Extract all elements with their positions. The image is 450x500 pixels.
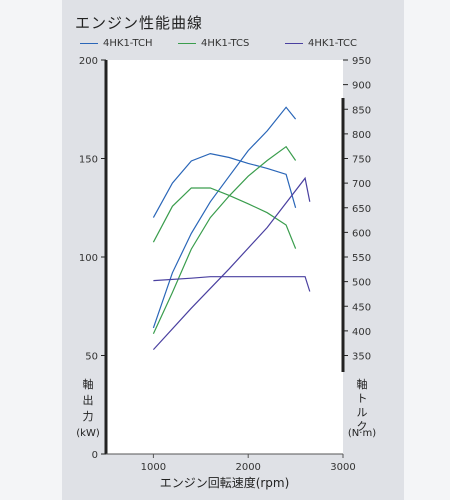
y-left-label-char: 軸 xyxy=(83,377,94,391)
y-right-tick-label: 550 xyxy=(352,253,371,264)
y-right-label-char: 軸 xyxy=(357,377,368,391)
y-right-tick-label: 900 xyxy=(352,81,371,92)
y-left-unit: (kW) xyxy=(76,428,100,439)
y-right-tick-label: 750 xyxy=(352,155,371,166)
legend-swatch xyxy=(178,42,196,44)
series-4HK1-TCC-power-line xyxy=(152,176,311,351)
legend-label: 4HK1-TCC xyxy=(308,38,357,49)
y-right-tick-label: 350 xyxy=(352,352,371,363)
y-left-tick-label: 100 xyxy=(79,253,98,264)
y-right-tick-label: 950 xyxy=(352,56,371,67)
legend-label: 4HK1-TCS xyxy=(201,38,250,49)
y-left-label-char: 出 xyxy=(83,393,94,407)
y-left-tick-label: 50 xyxy=(85,352,98,363)
legend-label: 4HK1-TCH xyxy=(103,38,153,49)
legend-item-4HK1-TCC: 4HK1-TCC xyxy=(285,38,357,49)
y-right-label-char: ト xyxy=(357,392,368,405)
series-4HK1-TCC-torque-line xyxy=(153,276,311,292)
y-left-tick-label: 150 xyxy=(79,155,98,166)
chart-title: エンジン性能曲線 xyxy=(75,14,204,32)
y-right-tick-label: 600 xyxy=(352,228,371,239)
x-axis-label: エンジン回転速度(rpm) xyxy=(160,475,290,490)
y-right-unit: (N·m) xyxy=(348,428,376,439)
x-tick-label: 2000 xyxy=(235,462,260,473)
y-right-tick-label: 650 xyxy=(352,204,371,215)
legend-item-4HK1-TCH: 4HK1-TCH xyxy=(80,38,153,49)
y-left-tick-label: 0 xyxy=(92,450,98,461)
plot-area xyxy=(106,60,343,454)
y-right-tick-label: 400 xyxy=(352,327,371,338)
legend-swatch xyxy=(285,42,303,44)
legend-swatch xyxy=(80,42,98,44)
y-right-tick-label: 500 xyxy=(352,278,371,289)
y-right-tick-label: 800 xyxy=(352,130,371,141)
series-4HK1-TCH-power-line xyxy=(152,106,297,329)
series-4HK1-TCH-torque-line xyxy=(152,152,297,218)
y-right-tick-label: 700 xyxy=(352,179,371,190)
series-4HK1-TCS-torque-line xyxy=(152,187,297,249)
y-right-label-char: ク xyxy=(357,420,368,433)
legend-item-4HK1-TCS: 4HK1-TCS xyxy=(178,38,249,49)
y-right-tick-label: 450 xyxy=(352,302,371,313)
x-tick-label: 3000 xyxy=(330,462,355,473)
y-right-label-char: ル xyxy=(357,406,368,419)
y-left-tick-label: 200 xyxy=(79,56,98,67)
x-tick-label: 1000 xyxy=(141,462,166,473)
y-left-label-char: 力 xyxy=(83,410,94,423)
y-right-tick-label: 850 xyxy=(352,105,371,116)
